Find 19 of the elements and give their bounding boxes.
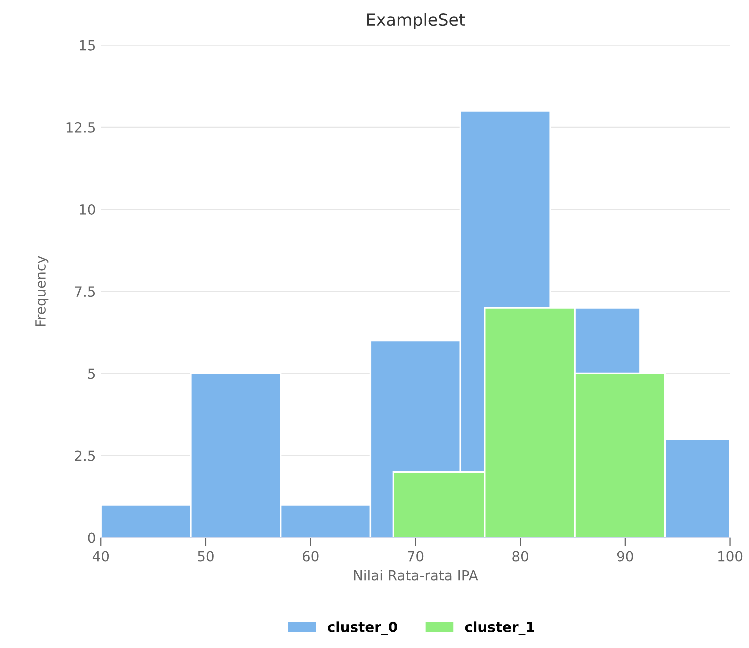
y-tick-label: 2.5 [75,450,96,462]
y-tick-label: 15 [80,40,96,51]
x-tick-label: 80 [512,551,528,562]
legend-label: cluster_0 [328,622,398,636]
x-tick-label: 40 [92,551,110,562]
x-axis-title: Nilai Rata-rata IPA [354,570,478,581]
x-tick-label: 90 [617,551,634,562]
y-tick-label: 7.5 [75,286,96,298]
y-axis-title: Frequency [36,256,49,326]
y-tick-label: 5 [88,368,96,380]
x-tick-label: 60 [302,551,319,562]
y-tick-label: 0 [88,532,96,544]
x-tick-label: 50 [198,551,214,562]
y-tick-label: 10 [80,204,96,215]
x-tick-label: 100 [718,551,743,562]
legend-label: cluster_1 [465,622,534,636]
x-tick-label: 70 [408,551,424,562]
y-tick-label: 12.5 [66,122,96,133]
chart-title: ExampleSet [367,13,466,30]
